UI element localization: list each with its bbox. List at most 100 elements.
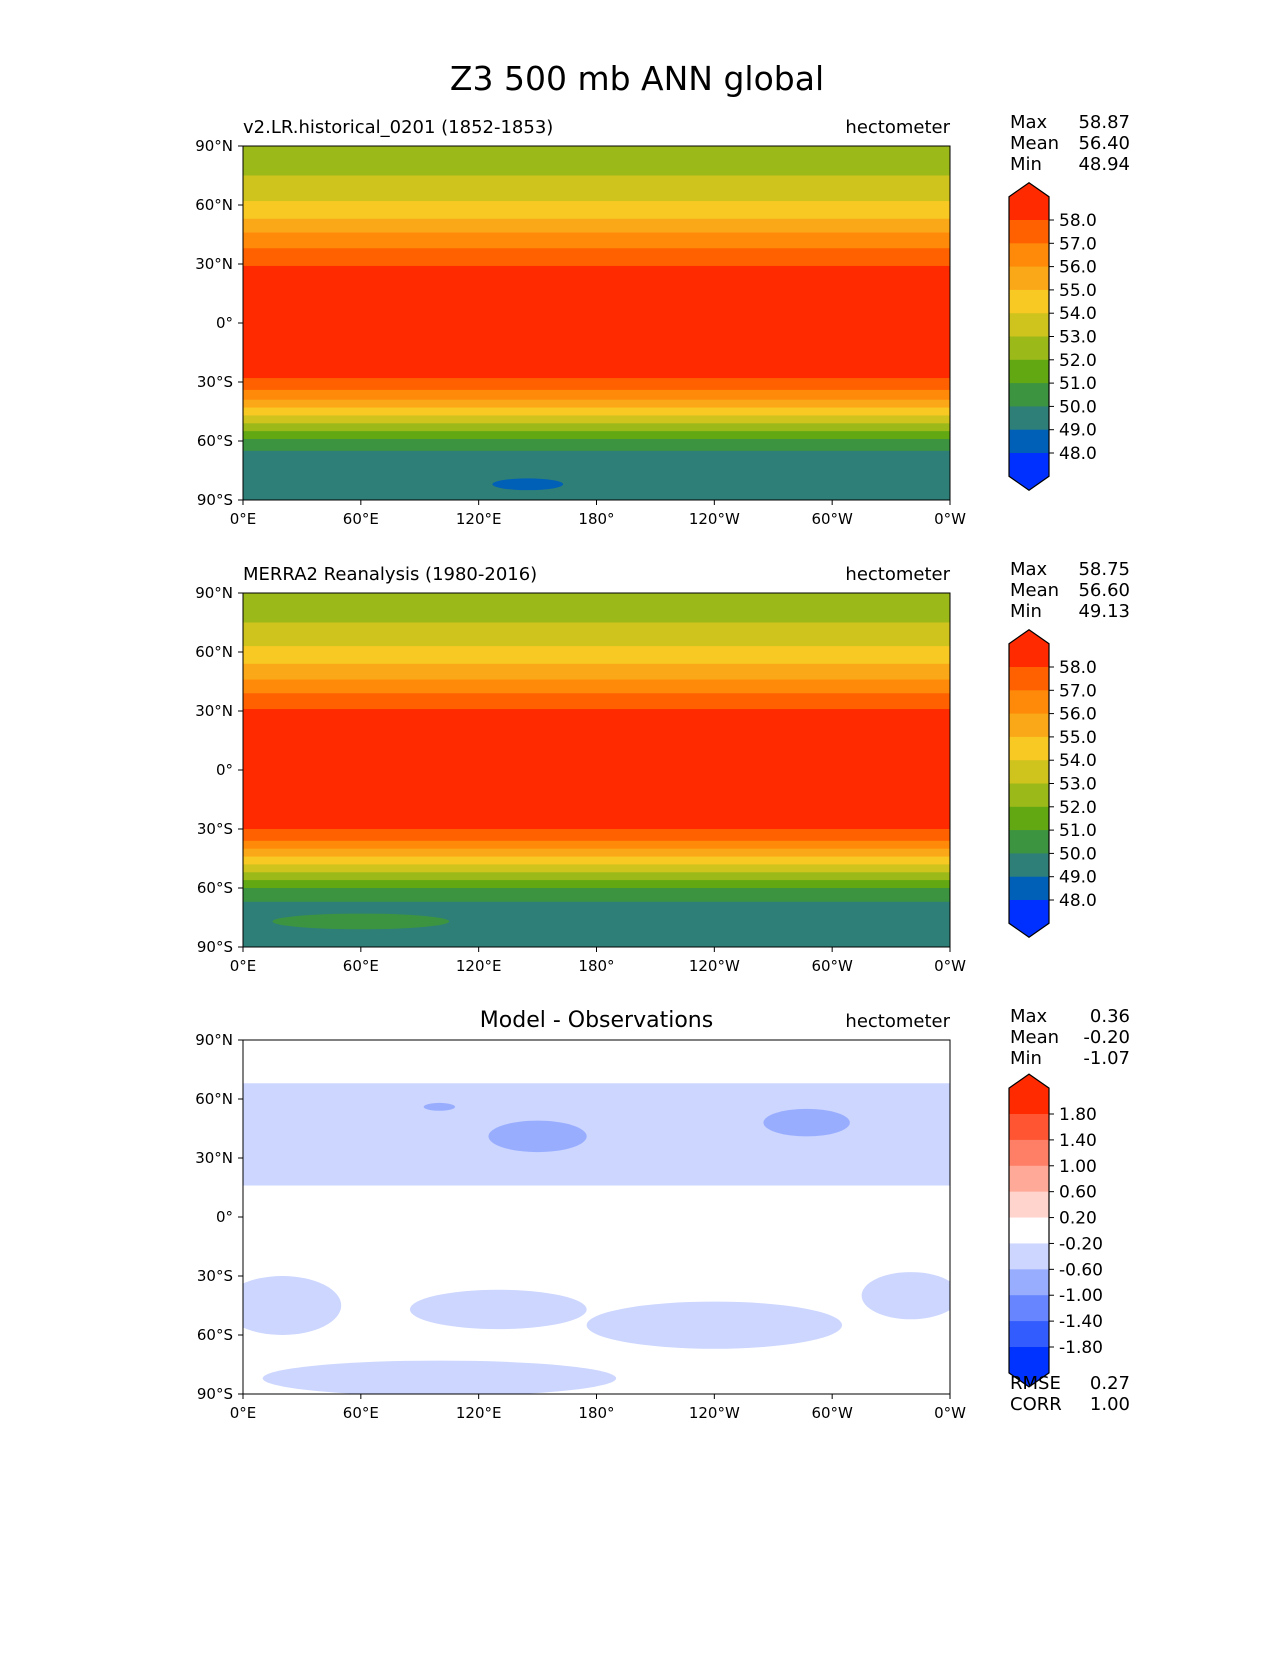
map-panel-2: 0°E 60°E 120°E 180° 120°W 60°W 0°W 90°N 60°N 30°N…: [195, 559, 1130, 975]
field: [243, 146, 950, 500]
map-panel-3: 0°E 60°E 120°E 180° 120°W 60°W 0°W 90°N 60°N 30°N…: [195, 1006, 1130, 1422]
colorbar-tick-label: 50.0: [1059, 397, 1097, 417]
colorbar-segment: [1009, 629, 1049, 667]
x-tick-label: 60°W: [811, 1404, 853, 1422]
stat-value: -1.07: [1083, 1048, 1130, 1069]
stat-label: Mean: [1010, 1027, 1059, 1048]
colorbar-segment: [1009, 760, 1049, 784]
colorbar-tick-label: 48.0: [1059, 444, 1097, 464]
contour-region: [492, 478, 564, 491]
colorbar-tick-label: 49.0: [1059, 421, 1097, 441]
colorbar-segment: [1009, 289, 1049, 314]
colorbar: 58.0 57.0 56.0 55.0 54.0 53.0 52.0 51.0 50.0 49.0…: [1008, 181, 1097, 492]
x-tick-label: 120°E: [456, 957, 502, 975]
x-tick-label: 0°W: [934, 1404, 966, 1422]
y-tick-label: 0°: [216, 314, 233, 332]
metric-value: 0.27: [1090, 1373, 1130, 1394]
colorbar-tick-label: 52.0: [1059, 798, 1097, 818]
x-tick-label: 0°E: [230, 510, 257, 528]
stat-value: 48.94: [1078, 154, 1130, 175]
contour-region: [272, 913, 450, 930]
contour-band: [243, 389, 950, 401]
x-tick-label: 60°W: [811, 957, 853, 975]
colorbar-tick-label: 51.0: [1059, 374, 1097, 394]
figure-title: Z3 500 mb ANN global: [450, 59, 824, 98]
stat-value: 58.75: [1078, 559, 1130, 580]
x-tick-label: 60°E: [343, 957, 379, 975]
colorbar-tick-label: 52.0: [1059, 351, 1097, 371]
y-tick-label: 60°S: [197, 879, 233, 897]
contour-band: [243, 431, 950, 440]
contour-band: [243, 1040, 950, 1084]
stat-value: 56.40: [1078, 133, 1130, 154]
contour-region: [423, 1102, 456, 1111]
x-tick-label: 180°: [578, 510, 614, 528]
colorbar-segment: [1009, 1139, 1049, 1167]
colorbar-tick-label: 58.0: [1059, 658, 1097, 678]
contour-band: [243, 218, 950, 234]
stat-label: Min: [1010, 1048, 1042, 1069]
colorbar-tick-label: -1.80: [1059, 1338, 1103, 1358]
contour-band: [243, 593, 950, 623]
panel-title: MERRA2 Reanalysis (1980-2016): [243, 564, 537, 585]
contour-band: [243, 407, 950, 416]
contour-band: [243, 693, 950, 710]
units-label: hectometer: [845, 1011, 950, 1032]
x-tick-label: 60°W: [811, 510, 853, 528]
colorbar-tick-label: 50.0: [1059, 844, 1097, 864]
colorbar-tick-label: -1.00: [1059, 1286, 1103, 1306]
colorbar-tick-label: 55.0: [1059, 281, 1097, 301]
contour-band: [243, 1083, 950, 1187]
colorbar-tick-label: 58.0: [1059, 211, 1097, 231]
contour-band: [243, 888, 950, 903]
colorbar-segment: [1009, 1295, 1049, 1322]
contour-band: [243, 622, 950, 647]
stat-label: Mean: [1010, 133, 1059, 154]
contour-band: [243, 663, 950, 681]
contour-band: [243, 201, 950, 220]
contour-band: [243, 399, 950, 409]
x-tick-label: 0°W: [934, 957, 966, 975]
x-tick-label: 120°W: [689, 1404, 740, 1422]
stat-label: Max: [1010, 112, 1048, 133]
colorbar-tick-label: 48.0: [1059, 891, 1097, 911]
y-tick-label: 30°S: [197, 1267, 233, 1285]
colorbar-segment: [1009, 1217, 1049, 1244]
contour-band: [243, 1185, 950, 1273]
colorbar-tick-label: 51.0: [1059, 821, 1097, 841]
colorbar-tick-label: -0.20: [1059, 1234, 1103, 1254]
contour-region: [861, 1272, 950, 1320]
x-tick-label: 180°: [578, 957, 614, 975]
x-tick-label: 120°E: [456, 510, 502, 528]
colorbar-segment: [1009, 736, 1049, 761]
x-tick-label: 60°E: [343, 510, 379, 528]
x-tick-label: 120°W: [689, 957, 740, 975]
units-label: hectometer: [845, 117, 950, 138]
field: [243, 593, 950, 947]
y-tick-label: 90°S: [197, 938, 233, 956]
colorbar-segment: [1009, 713, 1049, 738]
colorbar-segment: [1009, 220, 1049, 244]
y-tick-label: 90°S: [197, 1385, 233, 1403]
stat-label: Max: [1010, 1006, 1048, 1027]
colorbar-segment: [1009, 1321, 1049, 1348]
map-panel-1: 0°E 60°E 120°E 180° 120°W 60°W 0°W 90°N 60°N 30°N…: [195, 112, 1130, 528]
x-tick-label: 60°E: [343, 1404, 379, 1422]
stat-value: -0.20: [1083, 1027, 1130, 1048]
y-tick-label: 30°N: [195, 702, 233, 720]
y-tick-label: 30°S: [197, 373, 233, 391]
contour-band: [243, 378, 950, 391]
stat-value: 58.87: [1078, 112, 1130, 133]
contour-band: [243, 175, 950, 202]
y-tick-label: 0°: [216, 761, 233, 779]
colorbar-segment: [1009, 830, 1049, 854]
colorbar-tick-label: 49.0: [1059, 868, 1097, 888]
colorbar: 58.0 57.0 56.0 55.0 54.0 53.0 52.0 51.0 50.0 49.0…: [1008, 628, 1097, 939]
y-tick-label: 30°N: [195, 1149, 233, 1167]
contour-band: [243, 679, 950, 694]
contour-band: [243, 872, 950, 881]
colorbar-tick-label: -0.60: [1059, 1260, 1103, 1280]
colorbar-segment: [1009, 359, 1049, 384]
y-tick-label: 90°S: [197, 491, 233, 509]
